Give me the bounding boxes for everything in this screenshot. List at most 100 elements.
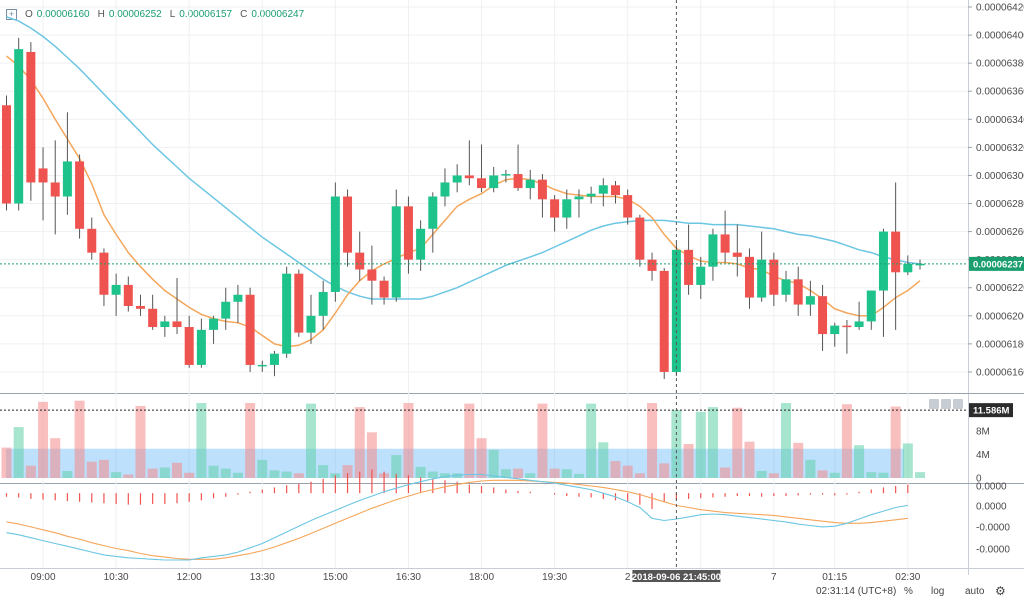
high-value: 0.00006252	[108, 8, 162, 20]
close-label: C	[240, 8, 248, 20]
candle-body	[111, 284, 121, 295]
candle-body	[878, 231, 888, 291]
volume-bar	[768, 473, 779, 478]
high-label: H	[97, 8, 105, 20]
current-price-label: 0.00006237	[973, 259, 1023, 270]
volume-bar	[756, 470, 767, 478]
candle-body	[367, 269, 377, 281]
candle-body	[805, 296, 815, 305]
volume-bar	[354, 407, 365, 478]
candle-body	[123, 284, 133, 306]
volume-bar	[159, 467, 170, 478]
volume-bar	[257, 459, 268, 478]
price-tick-label: 0.00006160	[976, 367, 1024, 378]
time-tick-label: 19:30	[542, 572, 567, 582]
volume-bar	[878, 472, 889, 478]
candle-body	[233, 294, 243, 302]
macd-signal-line	[6, 479, 908, 560]
percent-scale-button[interactable]: %	[904, 585, 913, 597]
time-tick-label: 7	[771, 572, 777, 582]
volume-bar	[841, 404, 852, 478]
auto-scale-button[interactable]: auto	[965, 585, 985, 597]
volume-bar	[707, 407, 718, 478]
volume-bar	[537, 403, 548, 478]
price-tick-label: 0.00006300	[976, 171, 1024, 182]
time-tick-label: 02:30	[895, 572, 920, 582]
volume-bar	[525, 473, 536, 478]
chart-canvas[interactable]: 0.00006160 0.00006180 0.00006200 0.00006220…	[0, 0, 1024, 582]
candle-body	[26, 51, 36, 183]
volume-tick-label: 0	[976, 474, 982, 485]
volume-bar	[829, 472, 840, 478]
volume-bar	[62, 470, 73, 478]
candle-body	[14, 49, 24, 204]
candle-body	[294, 273, 304, 333]
volume-bar	[695, 411, 706, 478]
crosshair-time-tag	[632, 570, 721, 582]
volume-bar	[391, 455, 402, 478]
volume-tick-label: 8M	[976, 427, 990, 438]
ohlc-legend: + O 0.00006160 H 0.00006252 L 0.00006157…	[6, 6, 308, 22]
volume-bar	[245, 403, 256, 478]
candle-body	[269, 353, 279, 365]
volume-bar	[598, 442, 609, 478]
candle-body	[184, 327, 194, 365]
candle-body	[793, 279, 803, 305]
volume-bar	[732, 407, 743, 478]
time-tick-label: 01:15	[822, 572, 847, 582]
price-tick-label: 0.00006320	[976, 143, 1024, 154]
volume-pane-controls	[929, 399, 963, 409]
candle-body	[891, 231, 901, 273]
pane-close-button[interactable]	[953, 399, 963, 409]
volume-bar	[720, 467, 731, 478]
candle-body	[391, 206, 401, 298]
settings-gear-icon[interactable]: ⚙	[995, 584, 1006, 598]
time-tick-label: 18:00	[469, 572, 494, 582]
volume-bar	[38, 401, 49, 478]
volume-bar	[135, 405, 146, 478]
candle-body	[586, 193, 596, 197]
candle-body	[903, 263, 913, 273]
candle-body	[854, 321, 864, 328]
current-price-tag	[969, 256, 1024, 271]
close-value: 0.00006247	[251, 8, 305, 20]
candle-body	[623, 195, 633, 218]
volume-current-label: 11.586M	[973, 406, 1010, 417]
pane-up-button[interactable]	[929, 399, 939, 409]
clock: 02:31:14 (UTC+8)	[816, 585, 897, 597]
candle-body	[477, 178, 487, 189]
low-label: L	[169, 8, 176, 20]
candle-body	[87, 228, 97, 253]
volume-bar	[439, 473, 450, 478]
volume-bar	[25, 465, 36, 478]
volume-bar	[915, 472, 925, 478]
candle-body	[62, 161, 72, 197]
price-tick-label: 0.00006380	[976, 59, 1024, 70]
candle-body	[245, 294, 255, 365]
candle-body	[830, 325, 840, 335]
candle-body	[501, 174, 511, 176]
log-scale-button[interactable]: log	[931, 585, 945, 597]
ma-fast-line	[6, 55, 921, 348]
time-tick-label: 2	[625, 572, 631, 582]
candle-body	[562, 199, 572, 218]
volume-bar	[86, 461, 97, 478]
price-tick-label: 0.00006260	[976, 227, 1024, 238]
pane-down-button[interactable]	[941, 399, 951, 409]
price-tick-label: 0.00006220	[976, 283, 1024, 294]
candle-body	[574, 196, 584, 200]
candle-body	[440, 182, 450, 197]
candle-body	[757, 259, 767, 298]
time-tick-label: 15:00	[323, 572, 348, 582]
volume-bar	[866, 472, 877, 478]
macd-tick-label: -0.0000	[976, 545, 1010, 556]
candle-body	[598, 185, 608, 194]
open-label: O	[25, 8, 33, 20]
candle-body	[915, 263, 925, 266]
price-tick-label: 0.00006360	[976, 87, 1024, 98]
candle-body	[135, 305, 145, 309]
volume-bar	[561, 469, 572, 478]
volume-bar	[659, 463, 670, 478]
volume-bar	[744, 441, 755, 478]
price-tick-label: 0.00006180	[976, 339, 1024, 350]
